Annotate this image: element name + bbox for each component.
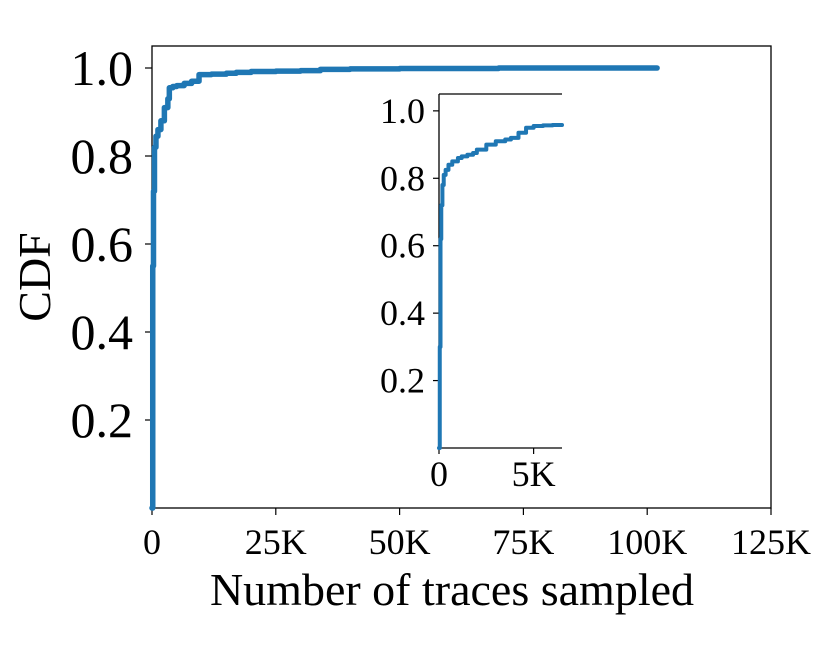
main-x-tick-label: 0 <box>143 522 161 562</box>
main-x-tick-label: 50K <box>369 522 431 562</box>
inset-x-ticks: 0 5K <box>430 448 556 494</box>
main-y-tick-label: 0.8 <box>71 128 134 184</box>
inset-series-group <box>437 123 564 450</box>
x-axis-label: Number of traces sampled <box>210 564 694 615</box>
main-y-tick-label: 1.0 <box>71 40 134 96</box>
inset-plot: 0 5K 0.2 0.4 0.6 0.8 1.0 <box>380 91 564 494</box>
main-series-group <box>149 65 660 511</box>
inset-y-tick-label: 0.4 <box>380 293 425 333</box>
inset-x-tick-label: 5K <box>512 454 556 494</box>
main-y-tick-label: 0.2 <box>71 392 134 448</box>
main-x-tick-label: 75K <box>492 522 554 562</box>
inset-x-tick-label: 0 <box>430 454 448 494</box>
inset-plot-background <box>439 94 562 448</box>
inset-cdf-line <box>437 123 564 450</box>
main-plot: 0 25K 50K 75K 100K 125K 0.2 0.4 0.6 0.8 1.0 <box>71 40 812 562</box>
main-x-tick-label: 25K <box>245 522 307 562</box>
inset-y-tick-label: 1.0 <box>380 91 425 131</box>
main-cdf-line <box>149 65 660 511</box>
main-y-ticks: 0.2 0.4 0.6 0.8 1.0 <box>71 40 152 448</box>
main-x-ticks: 0 25K 50K 75K 100K 125K <box>143 508 811 562</box>
main-x-tick-label: 100K <box>607 522 687 562</box>
inset-y-tick-label: 0.8 <box>380 158 425 198</box>
y-axis-label: CDF <box>9 232 60 321</box>
inset-y-tick-label: 0.2 <box>380 361 425 401</box>
main-x-tick-label: 125K <box>731 522 811 562</box>
inset-y-ticks: 0.2 0.4 0.6 0.8 1.0 <box>380 91 439 401</box>
main-y-tick-label: 0.6 <box>71 216 134 272</box>
inset-y-tick-label: 0.6 <box>380 226 425 266</box>
main-y-tick-label: 0.4 <box>71 304 134 360</box>
